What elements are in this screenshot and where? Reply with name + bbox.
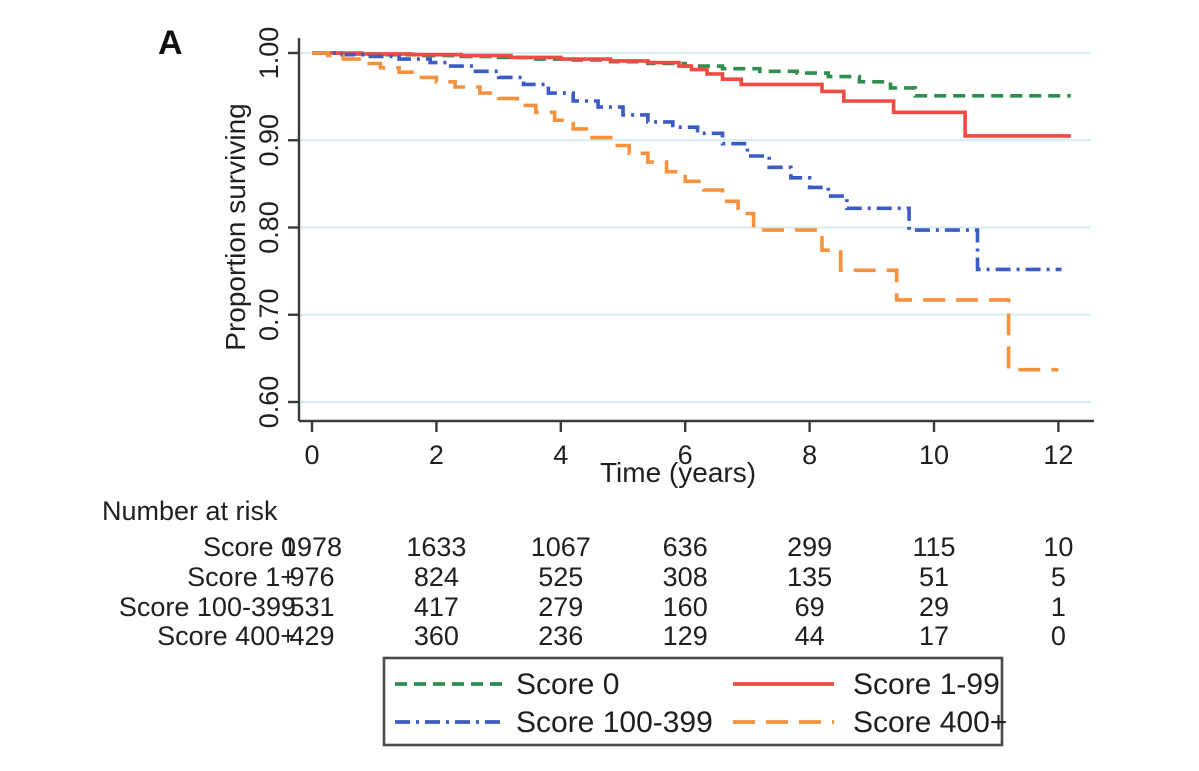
x-tick-label: 8 <box>802 440 817 470</box>
at-risk-count: 160 <box>663 592 708 622</box>
at-risk-count: 299 <box>787 532 832 562</box>
x-tick-label: 10 <box>919 440 949 470</box>
at-risk-count: 135 <box>787 562 832 592</box>
at-risk-count: 51 <box>919 562 949 592</box>
at-risk-count: 1978 <box>282 532 342 562</box>
survival-curve-score-400- <box>312 51 1059 372</box>
y-tick-label: 0.80 <box>254 201 284 254</box>
at-risk-count: 360 <box>414 621 459 651</box>
x-axis-title: Time (years) <box>599 457 757 488</box>
at-risk-count: 44 <box>795 621 825 651</box>
at-risk-count: 824 <box>414 562 459 592</box>
at-risk-count: 636 <box>663 532 708 562</box>
at-risk-count: 69 <box>795 592 825 622</box>
legend-label: Score 400+ <box>853 706 1007 739</box>
survival-curve-score-1-99 <box>312 51 1071 138</box>
panel-label: A <box>158 24 183 62</box>
y-axis-title: Proportion surviving <box>220 103 251 351</box>
at-risk-count: 5 <box>1051 562 1066 592</box>
x-tick-label: 6 <box>678 440 693 470</box>
legend-label: Score 100-399 <box>516 706 713 739</box>
tick-labels: 1.00 0.90 0.80 0.70 0.60 0 2 4 6 8 10 12 <box>254 27 1073 470</box>
at-risk-count: 531 <box>289 592 334 622</box>
survival-curve-score-100-399 <box>312 51 1062 272</box>
at-risk-count: 429 <box>289 621 334 651</box>
at-risk-count: 308 <box>663 562 708 592</box>
at-risk-count: 0 <box>1051 621 1066 651</box>
at-risk-count: 129 <box>663 621 708 651</box>
at-risk-count: 29 <box>919 592 949 622</box>
x-tick-label: 2 <box>429 440 444 470</box>
x-tick-label: 0 <box>304 440 319 470</box>
axes <box>288 38 1094 432</box>
at-risk-count: 417 <box>414 592 459 622</box>
x-tick-label: 12 <box>1043 440 1073 470</box>
at-risk-count: 236 <box>538 621 583 651</box>
legend-label: Score 1-99 <box>853 668 1000 701</box>
y-tick-label: 0.70 <box>254 288 284 341</box>
at-risk-count: 976 <box>289 562 334 592</box>
legend-label: Score 0 <box>516 668 619 701</box>
at-risk-row-label: Score 1+ <box>187 562 296 592</box>
at-risk-count: 17 <box>919 621 949 651</box>
legend: Score 0 Score 1-99 Score 100-399 Score 400+ <box>382 656 1007 747</box>
at-risk-count: 1067 <box>531 532 591 562</box>
survival-curve-score-0 <box>312 51 1071 98</box>
at-risk-count: 10 <box>1043 532 1073 562</box>
at-risk-row-label: Score 400+ <box>157 621 296 651</box>
at-risk-row-label: Score 0 <box>203 532 296 562</box>
legend-box <box>382 656 1004 747</box>
gridlines <box>300 51 1091 404</box>
at-risk-header: Number at risk <box>102 496 278 526</box>
at-risk-row-label: Score 100-399 <box>119 592 296 622</box>
at-risk-count: 1633 <box>406 532 466 562</box>
y-tick-label: 0.90 <box>254 114 284 167</box>
y-tick-label: 1.00 <box>254 27 284 80</box>
y-tick-label: 0.60 <box>254 376 284 429</box>
x-tick-label: 4 <box>553 440 568 470</box>
at-risk-count: 1 <box>1051 592 1066 622</box>
at-risk-count: 525 <box>538 562 583 592</box>
at-risk-count: 279 <box>538 592 583 622</box>
at-risk-count: 115 <box>912 532 955 562</box>
